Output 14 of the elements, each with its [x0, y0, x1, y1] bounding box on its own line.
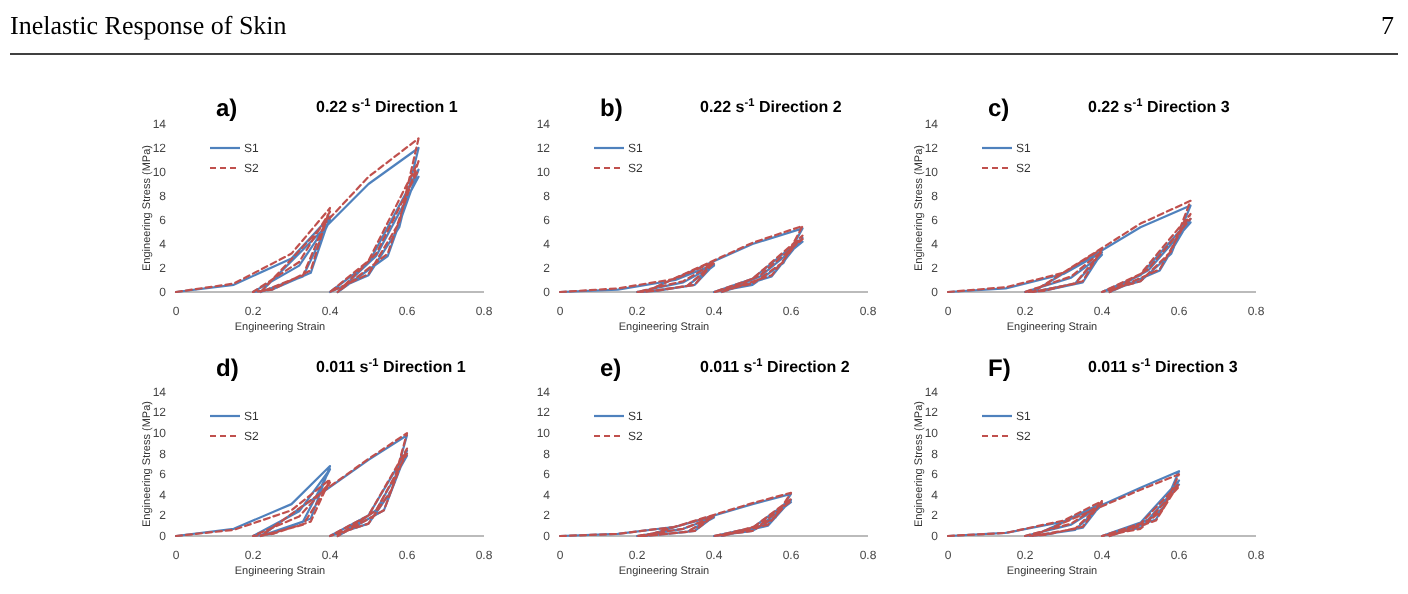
text: c): [988, 94, 1010, 122]
text: e): [600, 354, 622, 382]
chart-title: 0.22 s$^{-1}$ Direction 2: [700, 98, 843, 116]
text: F): [988, 354, 1011, 382]
text: b): [600, 94, 623, 122]
text: Inelastic Response of Skin: [10, 10, 288, 40]
chart-title: 0.011 s$^{-1}$ Direction 3: [1088, 358, 1239, 376]
chart-title: 0.22 s$^{-1}$ Direction 3: [1088, 98, 1231, 116]
chart-title: 0.011 s$^{-1}$ Direction 2: [700, 358, 851, 376]
chart-title: 0.22 s$^{-1}$ Direction 1: [316, 98, 459, 116]
text: d): [216, 354, 239, 382]
text: 7: [1381, 10, 1395, 40]
text: a): [216, 94, 238, 122]
chart-title: 0.011 s$^{-1}$ Direction 1: [316, 358, 467, 376]
